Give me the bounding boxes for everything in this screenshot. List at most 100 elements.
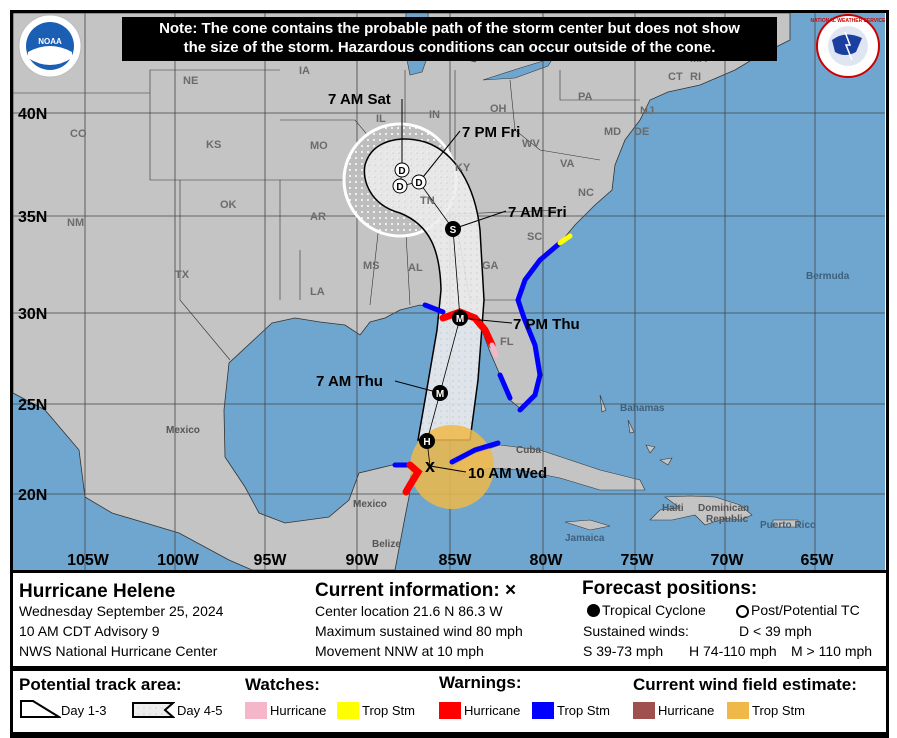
day4-5-icon — [132, 702, 175, 718]
svg-text:OK: OK — [220, 199, 237, 211]
trop-storm-warning-gulf — [422, 302, 513, 401]
cone-disclaimer-note: Note: The cone contains the probable pat… — [122, 17, 777, 61]
latitude-labels: 40N 35N 30N 25N 20N — [18, 106, 47, 504]
issuing-center: NWS National Hurricane Center — [19, 643, 218, 659]
svg-text:65W: 65W — [801, 552, 835, 569]
svg-text:AR: AR — [310, 211, 326, 223]
svg-text:M: M — [436, 389, 444, 400]
nws-logo: NATIONAL WEATHER SERVICE — [811, 14, 885, 78]
legend-panel: Potential track area: Day 1-3 Day 4-5 Wa… — [10, 668, 889, 735]
track-area-title: Potential track area: — [19, 675, 182, 694]
svg-text:AL: AL — [408, 262, 423, 274]
advisory-date: Wednesday September 25, 2024 — [19, 603, 224, 619]
svg-text:7 PM Fri: 7 PM Fri — [462, 124, 520, 141]
svg-text:20N: 20N — [18, 487, 47, 504]
svg-text:105W: 105W — [67, 552, 110, 569]
point-hurricane: H — [419, 433, 435, 449]
movement: Movement NNW at 10 mph — [315, 643, 484, 659]
note-line-2: the size of the storm. Hazardous conditi… — [183, 39, 716, 56]
depression-definition: D < 39 mph — [739, 623, 812, 639]
svg-text:Haiti: Haiti — [662, 503, 684, 514]
svg-text:Mexico: Mexico — [166, 425, 200, 436]
country-labels: Mexico Mexico Belize Cuba Bahamas Haiti … — [166, 271, 850, 550]
forecast-positions-title: Forecast positions: — [582, 578, 758, 599]
trop-storm-wind-label: Trop Stm — [752, 703, 805, 718]
watches-title: Watches: — [245, 675, 320, 694]
forecast-time-labels: 10 AM Wed 7 AM Thu 7 PM Thu 7 AM Fri 7 P… — [316, 91, 580, 482]
svg-text:D: D — [396, 182, 403, 193]
svg-text:VA: VA — [560, 158, 575, 170]
svg-text:7 AM Sat: 7 AM Sat — [328, 91, 391, 108]
hurricane-definition: H 74-110 mph — [689, 643, 777, 659]
svg-text:90W: 90W — [346, 552, 380, 569]
svg-text:LA: LA — [310, 286, 325, 298]
svg-text:Republic: Republic — [706, 514, 749, 525]
cuba — [449, 444, 646, 491]
svg-text:70W: 70W — [711, 552, 745, 569]
svg-text:FL: FL — [500, 336, 514, 348]
hurricane-warning-label: Hurricane — [464, 703, 521, 718]
svg-text:SC: SC — [527, 231, 542, 243]
puerto-rico — [772, 519, 799, 528]
point-depression-3: D — [392, 178, 408, 194]
info-panel: Hurricane Helene Wednesday September 25,… — [10, 570, 889, 669]
hurricane-wind-swatch — [633, 702, 655, 719]
svg-text:30N: 30N — [18, 306, 47, 323]
wind-field-title: Current wind field estimate: — [633, 675, 857, 694]
trop-storm-watch-swatch — [337, 702, 359, 719]
noaa-logo: NOAA — [18, 14, 82, 78]
svg-text:MO: MO — [310, 140, 328, 152]
state-labels: NE IA CO KS MO IL IN OH PA WV VA KY TN N… — [67, 53, 707, 348]
svg-text:H: H — [423, 437, 430, 448]
day4-5-label: Day 4-5 — [177, 703, 223, 718]
svg-text:7 PM Thu: 7 PM Thu — [513, 316, 580, 333]
forecast-points: H M M S D D D — [392, 162, 468, 449]
svg-text:CO: CO — [70, 128, 87, 140]
svg-text:CT: CT — [668, 71, 683, 83]
svg-text:NOAA: NOAA — [38, 37, 62, 46]
svg-text:MD: MD — [604, 126, 621, 138]
svg-text:7 AM Fri: 7 AM Fri — [508, 204, 567, 221]
current-position-marker: x — [425, 456, 435, 476]
svg-text:MS: MS — [363, 260, 380, 272]
svg-text:Puerto Rico: Puerto Rico — [760, 520, 816, 531]
svg-text:35N: 35N — [18, 209, 47, 226]
center-location: Center location 21.6 N 86.3 W — [315, 603, 503, 619]
post-tc-label: Post/Potential TC — [751, 602, 860, 618]
hurricane-warning-swatch — [439, 702, 461, 719]
trop-storm-watch-label: Trop Stm — [362, 703, 415, 718]
day1-3-label: Day 1-3 — [61, 703, 107, 718]
tropical-cyclone-icon — [587, 604, 600, 617]
major-definition: M > 110 mph — [791, 643, 873, 659]
svg-text:NC: NC — [578, 187, 594, 199]
svg-text:S: S — [450, 225, 457, 236]
warnings-title: Warnings: — [439, 673, 522, 692]
hurricane-watch-florida — [489, 342, 499, 358]
point-depression-1: D — [411, 174, 427, 190]
svg-text:WV: WV — [522, 138, 540, 150]
svg-text:KY: KY — [455, 162, 471, 174]
post-tc-icon — [736, 605, 749, 618]
svg-text:GA: GA — [482, 260, 499, 272]
svg-text:NM: NM — [67, 217, 84, 229]
svg-text:Jamaica: Jamaica — [565, 533, 605, 544]
storm-definition: S 39-73 mph — [583, 643, 664, 659]
forecast-label-leaders — [394, 99, 513, 473]
svg-text:NE: NE — [183, 75, 198, 87]
point-major-2: M — [452, 310, 468, 326]
hurricane-wind-label: Hurricane — [658, 703, 715, 718]
advisory-number: 10 AM CDT Advisory 9 — [19, 623, 160, 639]
note-line-1: Note: The cone contains the probable pat… — [159, 20, 740, 37]
svg-text:KS: KS — [206, 139, 221, 151]
point-storm: S — [445, 221, 461, 237]
svg-text:100W: 100W — [157, 552, 200, 569]
svg-text:40N: 40N — [18, 106, 47, 123]
svg-text:10 AM Wed: 10 AM Wed — [468, 465, 547, 482]
svg-text:IL: IL — [376, 113, 386, 125]
current-info-title: Current information: × — [315, 580, 517, 601]
hurricane-watch-swatch — [245, 702, 267, 719]
svg-text:OH: OH — [490, 103, 507, 115]
svg-text:80W: 80W — [530, 552, 564, 569]
day1-3-cone — [363, 138, 485, 441]
hurricane-watch-label: Hurricane — [270, 703, 327, 718]
